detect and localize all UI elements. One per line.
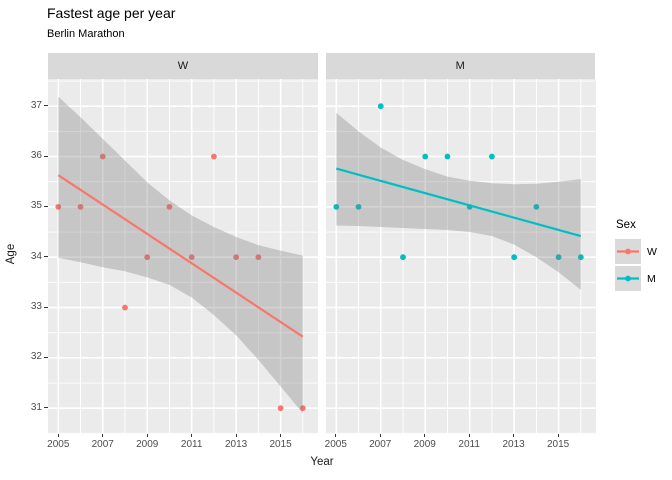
x-tick-label: 2009: [136, 439, 159, 450]
y-tick-mark: [44, 155, 48, 157]
legend: Sex W M: [615, 219, 657, 293]
x-tick-label: 2007: [369, 439, 392, 450]
legend-key-m-icon: [615, 266, 641, 291]
x-tick-mark: [146, 433, 148, 437]
y-tick-mark: [44, 256, 48, 258]
data-point: [122, 304, 128, 310]
facet-strip-m-label: M: [455, 59, 465, 72]
x-tick-mark: [513, 433, 515, 437]
facet-strip-w: W: [48, 52, 318, 79]
legend-point: [625, 248, 631, 255]
x-tick-mark: [424, 433, 426, 437]
x-tick-mark: [335, 433, 337, 437]
data-point: [55, 203, 62, 210]
y-tick-label: 36: [30, 150, 42, 162]
trend-line: [57, 173, 304, 338]
legend-item-m: M: [615, 266, 657, 291]
data-point: [421, 153, 428, 159]
y-tick-mark: [44, 105, 48, 107]
x-tick-label: 2007: [91, 439, 114, 450]
x-tick-mark: [191, 433, 193, 437]
facet-panel-m: [325, 78, 596, 434]
legend-item-w: W: [615, 239, 657, 264]
x-tick-mark: [557, 433, 559, 437]
data-point: [399, 253, 406, 260]
data-point: [488, 153, 495, 159]
facet-strip-m: M: [325, 52, 595, 79]
data-point: [555, 253, 561, 260]
x-tick-label: 2005: [47, 439, 70, 450]
data-point: [77, 203, 84, 210]
x-tick-label: 2015: [546, 439, 570, 450]
legend-point: [625, 275, 631, 282]
x-axis-title: Year: [310, 456, 334, 468]
y-tick-label: 35: [30, 200, 42, 212]
data-point: [233, 253, 240, 260]
x-tick-label: 2011: [458, 439, 480, 450]
y-tick-label: 31: [30, 401, 42, 413]
x-tick-label: 2011: [180, 439, 203, 450]
legend-label-m: M: [647, 272, 656, 285]
x-tick-label: 2013: [502, 439, 525, 450]
data-point: [355, 203, 361, 210]
y-tick-label: 37: [30, 99, 42, 111]
y-tick-mark: [44, 306, 48, 308]
chart-subtitle: Berlin Marathon: [47, 28, 125, 40]
x-tick-mark: [57, 433, 59, 437]
data-point: [299, 404, 306, 411]
legend-key-glyph: [617, 248, 639, 255]
facet-strip-w-label: W: [177, 59, 189, 72]
y-tick-mark: [44, 205, 48, 207]
data-point: [444, 153, 450, 159]
x-tick-mark: [280, 433, 282, 437]
data-point: [255, 253, 262, 260]
data-point: [188, 253, 195, 260]
y-tick-mark: [44, 356, 48, 358]
data-point: [332, 203, 339, 210]
trend-line: [335, 167, 581, 237]
data-point: [211, 153, 217, 159]
data-point: [144, 253, 151, 260]
legend-key-w-icon: [615, 239, 641, 264]
x-tick-mark: [379, 433, 381, 437]
facet-panel-w: [48, 78, 318, 434]
x-tick-label: 2015: [269, 439, 292, 450]
data-point: [277, 404, 284, 411]
legend-title: Sex: [616, 219, 636, 231]
y-tick-mark: [44, 407, 48, 409]
legend-label-w: W: [647, 245, 657, 258]
x-tick-label: 2013: [225, 439, 248, 450]
y-tick-label: 32: [30, 351, 42, 363]
y-axis-title: Age: [5, 243, 17, 265]
legend-key-glyph: [617, 275, 639, 282]
x-tick-label: 2009: [413, 439, 436, 450]
data-point: [166, 203, 173, 210]
data-point: [577, 253, 584, 260]
data-point: [377, 102, 384, 109]
chart-title: Fastest age per year: [47, 5, 176, 21]
x-tick-label: 2005: [324, 439, 347, 450]
data-point: [532, 203, 539, 210]
x-tick-mark: [468, 433, 470, 437]
data-point: [510, 253, 517, 260]
x-tick-mark: [235, 433, 237, 437]
y-tick-label: 33: [30, 301, 42, 313]
y-tick-label: 34: [30, 250, 42, 262]
data-point: [99, 153, 106, 159]
x-tick-mark: [102, 433, 104, 437]
